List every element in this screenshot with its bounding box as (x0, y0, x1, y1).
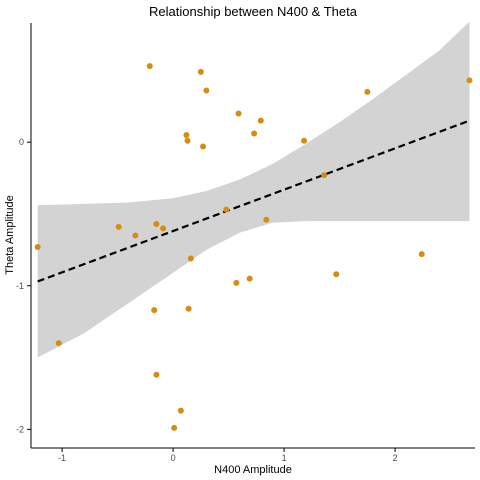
confidence-band (37, 21, 470, 358)
plot-panel (34, 21, 473, 431)
data-point (235, 110, 242, 117)
data-point (251, 130, 258, 137)
data-point (263, 216, 270, 223)
data-point (203, 87, 210, 94)
y-tick-label: -1 (16, 281, 24, 291)
data-point (184, 137, 191, 144)
y-tick-label: -2 (16, 424, 24, 434)
data-point (160, 225, 167, 232)
chart-title: Relationship between N400 & Theta (149, 4, 358, 19)
data-point (466, 77, 473, 84)
data-point (171, 424, 178, 431)
data-point (333, 271, 340, 278)
data-point (185, 305, 192, 312)
data-point (233, 279, 240, 286)
data-point (257, 117, 264, 124)
data-point (321, 172, 328, 179)
data-point (177, 407, 184, 414)
x-tick-label: -1 (58, 453, 66, 463)
y-axis-label: Theta Amplitude (4, 195, 16, 275)
data-point (55, 340, 62, 347)
x-tick-label: 2 (393, 453, 398, 463)
data-point (115, 223, 122, 230)
data-point (364, 88, 371, 95)
data-point (153, 371, 160, 378)
data-point (223, 206, 230, 213)
data-point (200, 143, 207, 150)
x-tick-label: 0 (171, 453, 176, 463)
x-axis-label: N400 Amplitude (214, 464, 292, 476)
data-point (34, 243, 41, 250)
data-point (246, 275, 253, 282)
y-tick-label: 0 (19, 137, 24, 147)
data-point (153, 221, 160, 228)
data-point (146, 63, 153, 70)
x-axis-ticks: -1 0 1 2 (58, 448, 398, 463)
points-layer (34, 63, 473, 431)
data-point (197, 68, 204, 75)
data-point (183, 131, 190, 138)
data-point (151, 307, 158, 314)
y-axis-ticks: -2 -1 0 (16, 137, 31, 434)
data-point (132, 232, 139, 239)
data-point (301, 137, 308, 144)
data-point (187, 255, 194, 262)
x-tick-label: 1 (282, 453, 287, 463)
data-point (418, 251, 425, 258)
